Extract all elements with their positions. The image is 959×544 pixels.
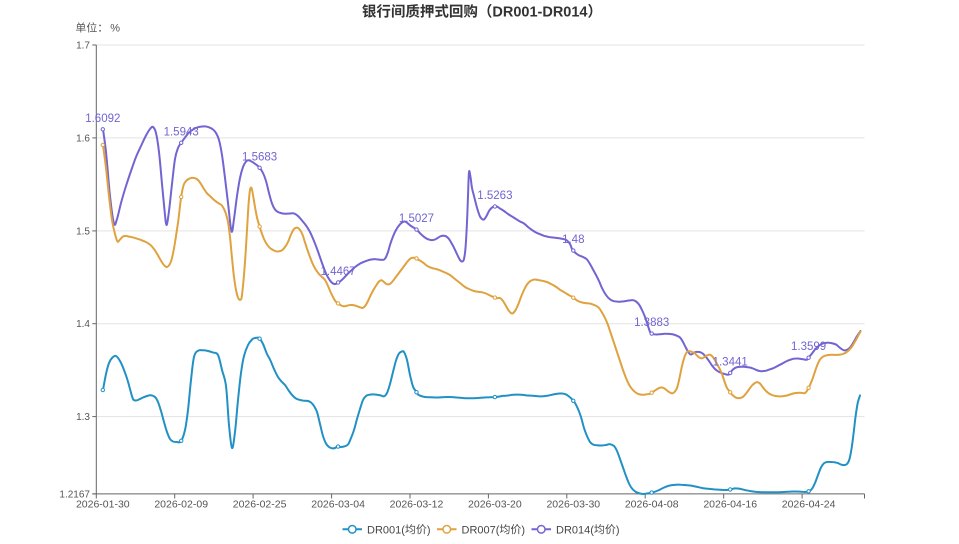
svg-text:1.4467: 1.4467 — [321, 266, 356, 278]
svg-text:1.3883: 1.3883 — [634, 317, 669, 329]
svg-text:2026-02-25: 2026-02-25 — [233, 499, 287, 511]
svg-text:2026-03-04: 2026-03-04 — [311, 499, 365, 511]
svg-text:2026-02-09: 2026-02-09 — [154, 499, 208, 511]
svg-text:1.3: 1.3 — [76, 412, 90, 423]
svg-text:DR014(: DR014( — [556, 524, 594, 536]
svg-text:1.5683: 1.5683 — [242, 151, 277, 163]
svg-text:2026-03-12: 2026-03-12 — [390, 499, 444, 511]
svg-text:DR001(: DR001( — [367, 524, 405, 536]
svg-text:1.4: 1.4 — [76, 319, 90, 330]
svg-text:1.3441: 1.3441 — [713, 356, 748, 368]
svg-text:): ) — [521, 524, 525, 536]
svg-text:DR001-DR014: DR001-DR014 — [492, 4, 587, 20]
svg-text:): ) — [427, 524, 431, 536]
svg-text:1.2167: 1.2167 — [59, 489, 90, 500]
svg-text:1.5027: 1.5027 — [399, 213, 434, 225]
svg-text:2026-04-08: 2026-04-08 — [625, 499, 679, 511]
svg-text:2026-03-20: 2026-03-20 — [468, 499, 522, 511]
svg-text:2026-04-24: 2026-04-24 — [782, 499, 836, 511]
svg-text:): ) — [616, 524, 620, 536]
svg-text:2026-01-30: 2026-01-30 — [76, 499, 130, 511]
svg-text:2026-04-16: 2026-04-16 — [703, 499, 757, 511]
svg-text:1.5: 1.5 — [76, 226, 90, 237]
svg-text:DR007(: DR007( — [462, 524, 500, 536]
svg-text:%: % — [110, 23, 120, 35]
svg-text:2026-03-30: 2026-03-30 — [546, 499, 600, 511]
svg-text:1.6092: 1.6092 — [85, 113, 120, 125]
svg-text:1.7: 1.7 — [76, 41, 90, 52]
svg-text:1.5943: 1.5943 — [164, 126, 199, 138]
svg-text:1.48: 1.48 — [562, 234, 584, 246]
svg-text:1.3599: 1.3599 — [791, 341, 826, 353]
svg-text:1.6: 1.6 — [76, 133, 90, 144]
svg-text:1.5263: 1.5263 — [477, 190, 512, 202]
